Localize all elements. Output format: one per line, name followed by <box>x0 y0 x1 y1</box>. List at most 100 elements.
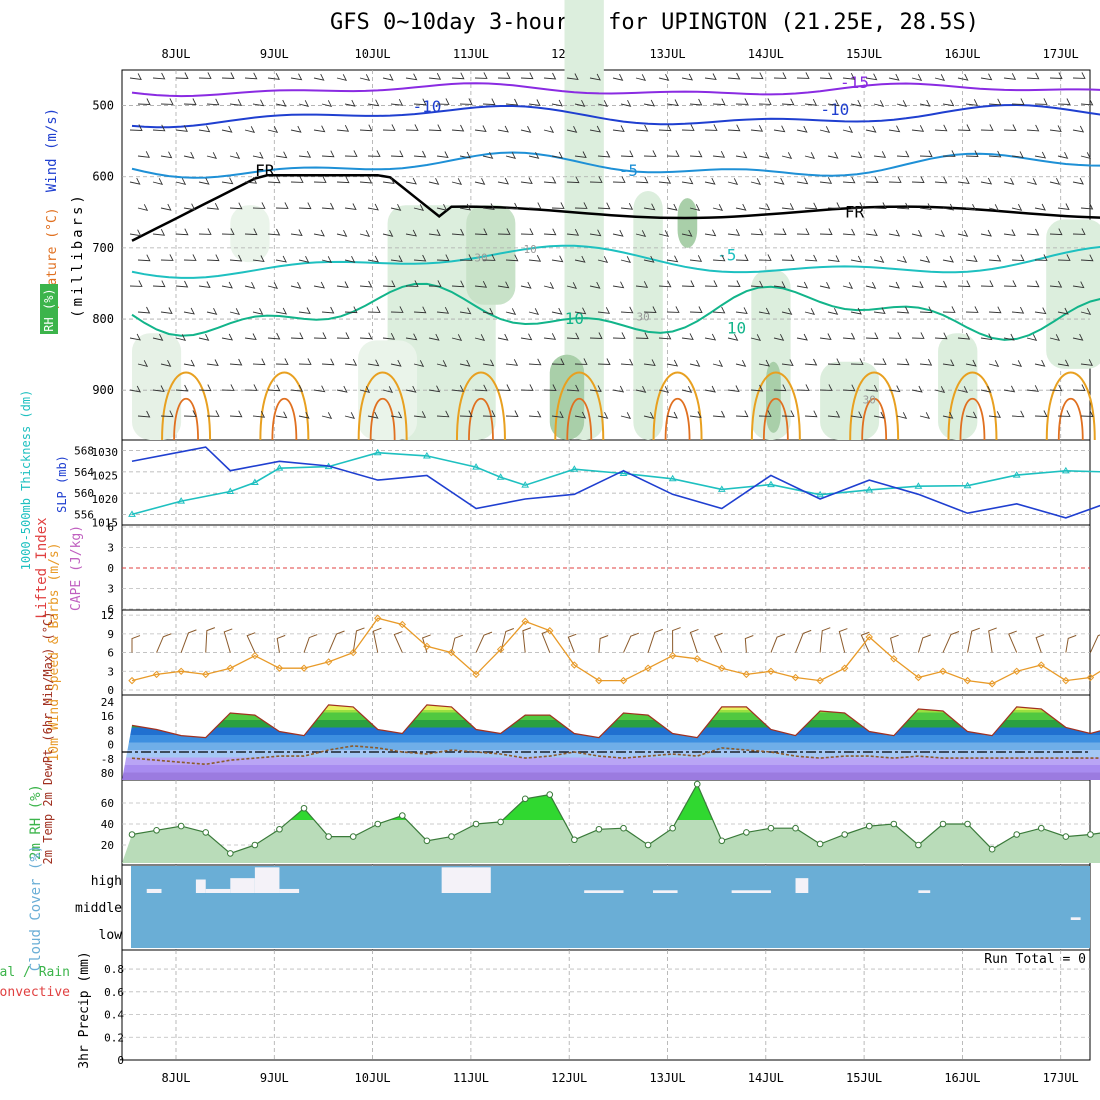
wind-barb <box>727 72 741 80</box>
surface-wind-barb <box>475 631 493 653</box>
wind-barb <box>712 98 726 106</box>
wind-barb <box>206 254 220 262</box>
wind-barb <box>1057 307 1069 315</box>
temp-contour-warm <box>554 371 605 441</box>
cloud-level-label: low <box>99 928 123 943</box>
wind-barb <box>620 306 634 314</box>
surface-wind-barb <box>205 627 216 653</box>
rh-point <box>300 804 308 812</box>
wind-barb <box>727 124 741 132</box>
wind-barb <box>712 150 726 158</box>
surface-wind-barb <box>838 628 848 653</box>
wind-barb <box>988 254 1002 262</box>
thickness-point <box>521 481 530 488</box>
wind-barb <box>896 412 908 419</box>
wind-speed-point <box>152 670 161 679</box>
surface-wind-barb <box>942 631 960 653</box>
wind-barb <box>482 410 496 417</box>
rh-point <box>620 824 627 832</box>
rh-shade <box>564 0 604 440</box>
wind-barb <box>152 385 165 393</box>
wind-barb <box>681 385 693 393</box>
wind-barb <box>451 228 465 236</box>
date-label-bottom: 17JUL <box>1043 1071 1079 1085</box>
wind-barb <box>244 176 258 184</box>
wind-barb <box>819 384 833 391</box>
wind-barb <box>842 126 854 133</box>
wind-barb <box>160 151 173 159</box>
wind-barb <box>1034 359 1046 367</box>
wind-barb <box>804 410 818 418</box>
wind-barb <box>804 98 818 106</box>
wind-barb <box>980 385 992 393</box>
cloud-cell <box>441 867 491 893</box>
wind-barb <box>152 228 166 236</box>
contour-label: -5 <box>717 246 736 265</box>
wind-barb <box>873 255 885 263</box>
wind-barb <box>137 360 149 367</box>
wind-barb <box>850 358 864 365</box>
wind-barb <box>497 384 511 391</box>
wind-barb <box>528 358 542 366</box>
date-label-bottom: 9JUL <box>260 1071 289 1085</box>
wind-barb <box>451 334 463 341</box>
wind-barb <box>474 177 486 185</box>
wind-barb <box>888 176 902 183</box>
rh-point <box>546 791 554 798</box>
wind-barb <box>988 98 1002 106</box>
wind-barb <box>865 281 877 289</box>
wind-barb <box>390 306 404 313</box>
wind-barb <box>344 412 356 419</box>
wind-barb <box>367 306 381 313</box>
wind-barb <box>942 359 955 367</box>
wind-barb <box>850 255 863 263</box>
contour-minus5-upper <box>131 151 1100 179</box>
wind-barb <box>129 73 142 80</box>
wind-barb <box>1011 151 1024 158</box>
wind-barb <box>735 254 749 261</box>
temp-contour-hot <box>173 397 199 441</box>
wind-barb <box>773 228 787 235</box>
wind-barb <box>911 332 925 339</box>
surface-wind-barb <box>988 627 997 653</box>
wind-barb <box>689 204 701 211</box>
wind-barb <box>597 358 611 365</box>
wind-barb <box>267 176 281 184</box>
temp-contour-hot <box>762 397 789 441</box>
wind-barb <box>712 410 726 418</box>
wind-barb <box>658 230 670 237</box>
wind-barb <box>267 228 281 236</box>
wind-barb <box>459 98 473 105</box>
wind-barb <box>827 202 841 209</box>
wind-barb <box>244 384 258 391</box>
wind-barb <box>344 306 358 314</box>
wind-barb <box>957 280 971 288</box>
wind-barb <box>175 280 189 288</box>
temp-band <box>122 704 1100 713</box>
wind-barb <box>129 333 141 341</box>
wind-barb <box>773 177 785 185</box>
wind-barb <box>267 384 281 392</box>
wind-barb <box>873 307 886 315</box>
wind-speed-point <box>619 676 628 685</box>
wind-barb <box>850 202 864 209</box>
wind-barb <box>666 359 679 367</box>
wind-barb <box>160 98 174 105</box>
wind-barb <box>267 73 280 80</box>
wind-barb <box>275 255 287 263</box>
rh-tick: 20 <box>101 839 114 852</box>
wind-speed-point <box>128 676 136 685</box>
wind-barb <box>1057 98 1071 105</box>
wind-barb <box>1072 333 1084 341</box>
wind-speed-point <box>202 670 210 679</box>
wind-barb <box>505 152 517 159</box>
wind-barb <box>566 73 579 81</box>
wind-barb <box>1003 385 1016 393</box>
wind-barb <box>1034 151 1047 159</box>
wind-barb <box>221 333 234 341</box>
wind-barb <box>275 99 287 107</box>
wind-barb <box>1011 410 1025 418</box>
rh-point <box>227 850 234 857</box>
wind-barb <box>405 229 418 237</box>
rh-point <box>792 824 799 832</box>
